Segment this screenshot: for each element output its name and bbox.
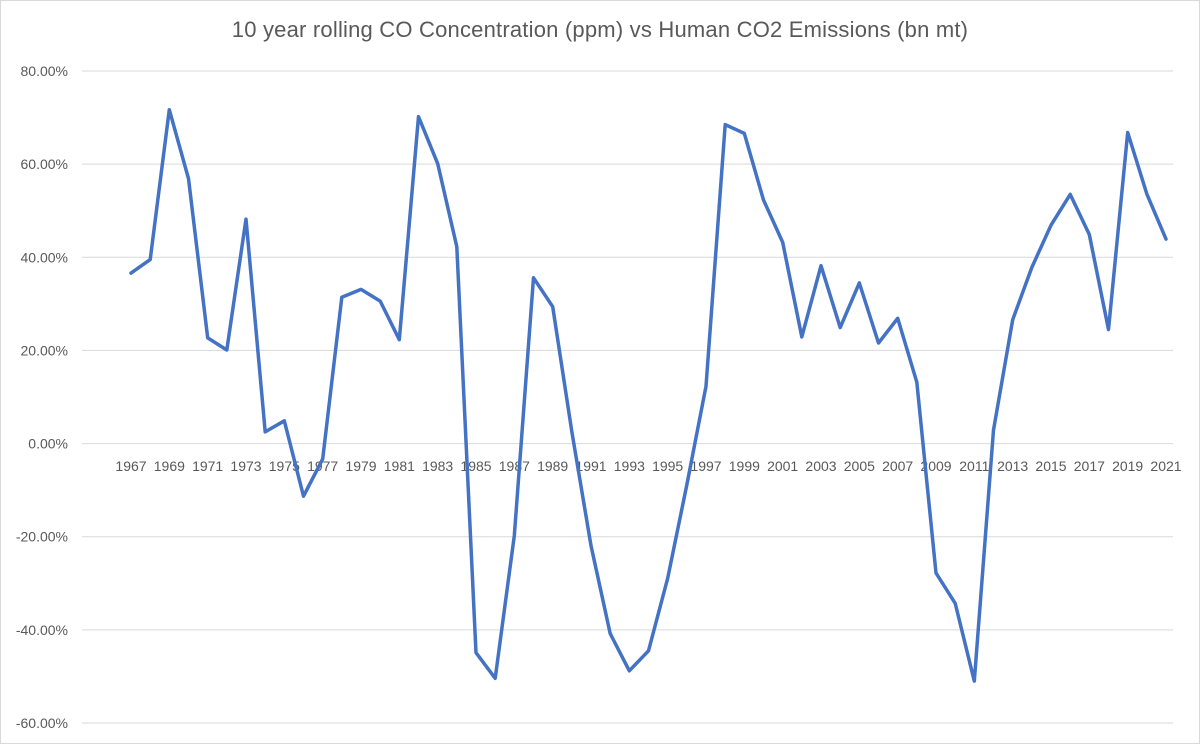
data-point [551,305,555,309]
x-tick-label: 2015 [1035,458,1066,474]
data-point [1107,328,1111,332]
data-point [129,271,133,275]
data-point [1145,192,1149,196]
x-tick-label: 1973 [230,458,261,474]
data-point [627,669,631,673]
x-tick-label: 1995 [652,458,683,474]
data-point [436,162,440,166]
data-point [992,428,996,432]
data-point [474,651,478,655]
data-point [1030,266,1034,270]
x-tick-label: 2019 [1112,458,1143,474]
x-tick-label: 1979 [345,458,376,474]
data-point [302,494,306,498]
data-point [896,316,900,320]
x-tick-label: 1985 [460,458,491,474]
data-point [704,384,708,388]
data-point [800,335,804,339]
data-point [1068,192,1072,196]
x-tick-label: 1977 [307,458,338,474]
data-point [417,115,421,119]
x-tick-label: 1969 [154,458,185,474]
data-point [857,281,861,285]
data-point [321,457,325,461]
data-point [167,108,171,112]
data-point [206,336,210,340]
y-tick-label: 40.00% [21,249,68,265]
x-tick-label: 1967 [115,458,146,474]
data-point [589,544,593,548]
data-point [781,240,785,244]
data-point [263,430,267,434]
chart-title: 10 year rolling CO Concentration (ppm) v… [231,17,969,42]
x-tick-label: 1993 [614,458,645,474]
data-point [187,177,191,181]
data-point [647,649,651,653]
data-point [225,348,229,352]
x-tick-label: 1981 [384,458,415,474]
data-point [666,576,670,580]
x-tick-label: 1975 [269,458,300,474]
x-tick-label: 2005 [844,458,875,474]
data-point [455,245,459,249]
x-tick-label: 1991 [575,458,606,474]
data-point [762,198,766,202]
x-tick-label: 2003 [805,458,836,474]
data-point [819,264,823,268]
data-point [148,258,152,262]
x-tick-label: 1971 [192,458,223,474]
y-tick-label: -20.00% [16,529,68,545]
data-point [340,295,344,299]
data-point [512,534,516,538]
y-tick-label: 20.00% [21,342,68,358]
x-tick-label: 2021 [1150,458,1181,474]
data-point [397,338,401,342]
x-tick-label: 2009 [920,458,951,474]
data-point [1087,233,1091,237]
data-point [934,571,938,575]
data-point [685,483,689,487]
x-tick-label: 2001 [767,458,798,474]
data-point [570,430,574,434]
x-tick-label: 1997 [690,458,721,474]
x-tick-label: 1999 [729,458,760,474]
data-point [723,123,727,127]
data-point [1049,223,1053,227]
data-point [359,287,363,291]
data-point [378,299,382,303]
data-point [915,380,919,384]
x-tick-label: 2017 [1074,458,1105,474]
y-tick-label: 60.00% [21,156,68,172]
series-line [129,107,1168,683]
data-point [953,601,957,605]
x-tick-label: 2007 [882,458,913,474]
data-point [742,131,746,135]
y-tick-label: -40.00% [16,622,68,638]
x-tick-label: 2011 [959,458,989,474]
y-tick-label: -60.00% [16,715,68,731]
y-tick-label: 80.00% [21,63,68,79]
data-point [1164,237,1168,241]
data-point [1011,318,1015,322]
data-point [838,326,842,330]
data-point [282,419,286,423]
data-point [972,679,976,683]
x-tick-label: 2013 [997,458,1028,474]
data-point [493,676,497,680]
data-point [608,632,612,636]
data-point [532,276,536,280]
data-point [1126,131,1130,135]
y-tick-label: 0.00% [28,436,68,452]
x-tick-label: 1989 [537,458,568,474]
x-tick-label: 1983 [422,458,453,474]
data-point [244,217,248,221]
x-tick-label: 1987 [499,458,530,474]
data-point [877,341,881,345]
